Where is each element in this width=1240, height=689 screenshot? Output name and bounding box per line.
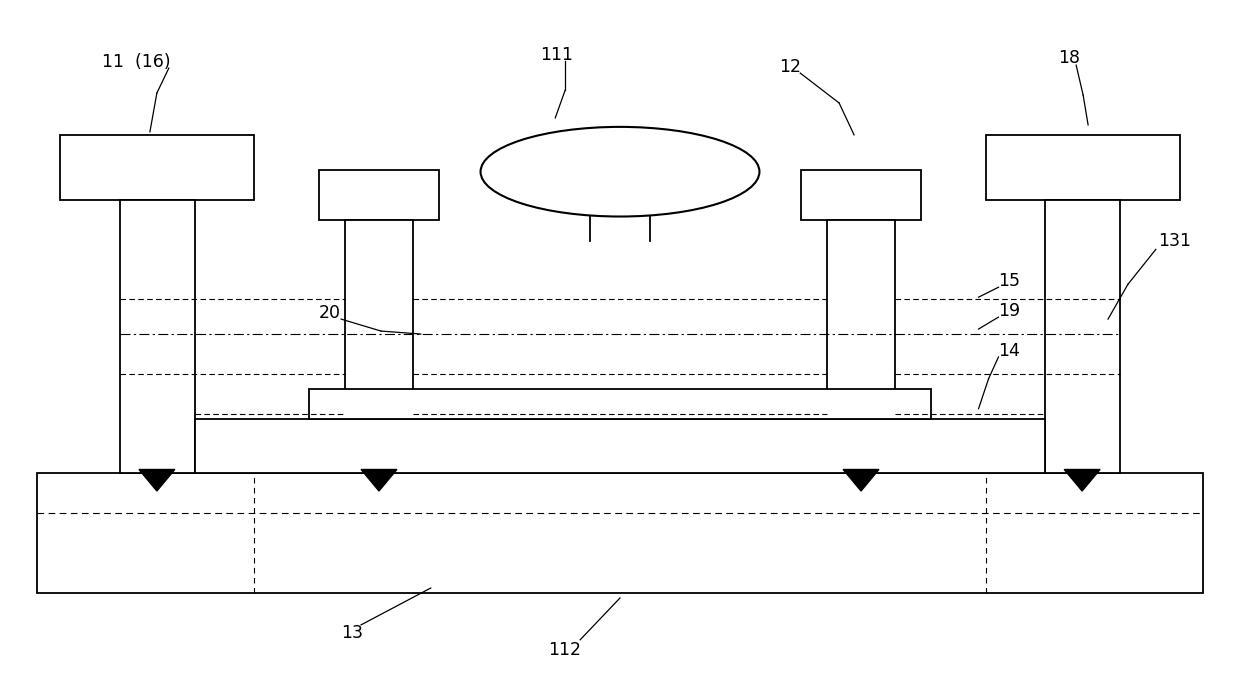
Text: 18: 18 <box>1058 49 1080 67</box>
Text: 112: 112 <box>548 641 582 659</box>
Text: 20: 20 <box>319 304 341 322</box>
Text: 13: 13 <box>341 624 363 642</box>
Polygon shape <box>843 469 879 491</box>
Bar <box>61 135 254 200</box>
Text: 11  (16): 11 (16) <box>102 53 171 71</box>
Bar <box>319 169 439 220</box>
Bar <box>345 220 413 473</box>
Bar <box>195 419 1045 473</box>
Bar <box>986 135 1179 200</box>
Polygon shape <box>1064 469 1100 491</box>
Text: 14: 14 <box>998 342 1021 360</box>
Text: 12: 12 <box>780 58 801 76</box>
Bar <box>801 169 921 220</box>
Text: 19: 19 <box>998 302 1021 320</box>
Polygon shape <box>361 469 397 491</box>
Bar <box>827 220 895 473</box>
Ellipse shape <box>481 127 759 216</box>
Text: 15: 15 <box>998 272 1021 290</box>
Bar <box>120 200 195 473</box>
Text: 111: 111 <box>541 46 573 64</box>
Text: 131: 131 <box>1158 232 1190 250</box>
Bar <box>1045 200 1120 473</box>
Polygon shape <box>139 469 175 491</box>
Bar <box>309 389 931 419</box>
Bar <box>37 473 1203 593</box>
